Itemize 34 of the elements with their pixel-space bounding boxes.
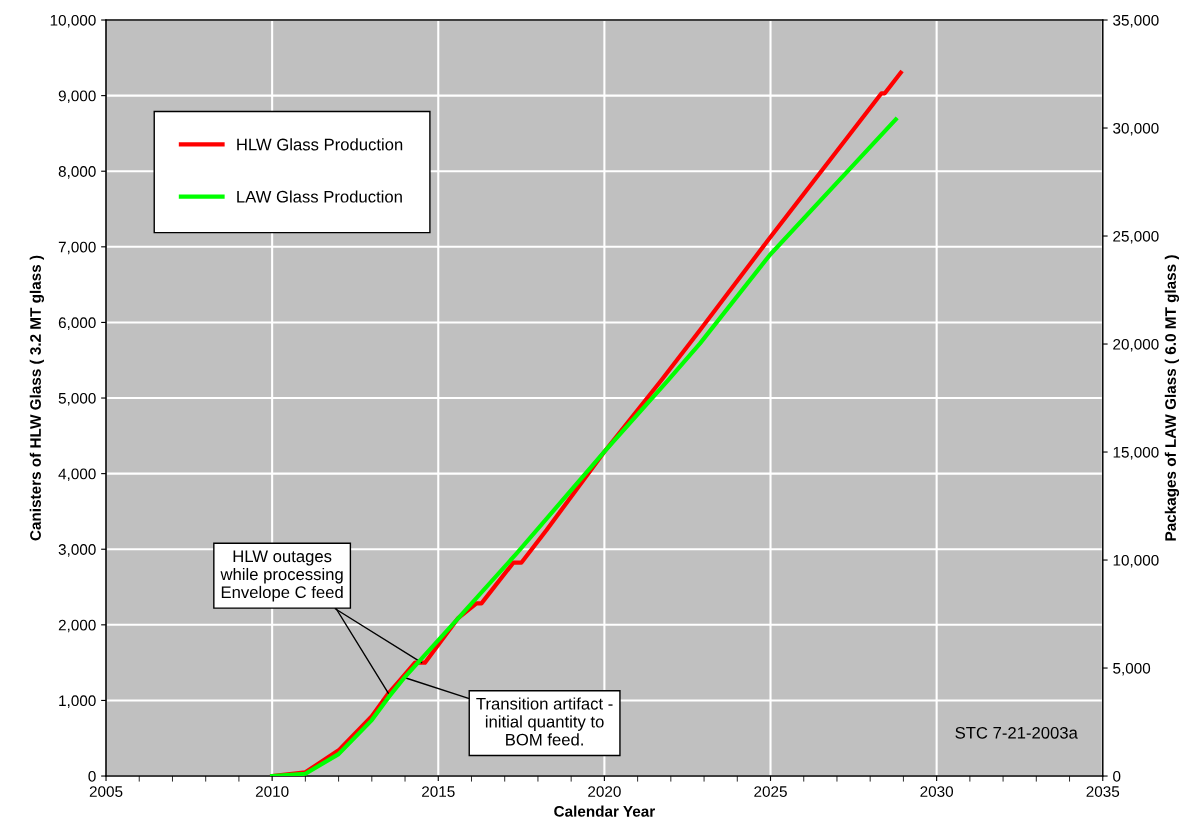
x-tick-label: 2035 bbox=[1086, 786, 1120, 797]
annotation: Transition artifact - initial quantity to BOM feed. bbox=[476, 697, 613, 746]
x-tick-label: 2010 bbox=[255, 786, 289, 797]
y-tick-label: 10,000 bbox=[50, 14, 96, 28]
x-tick-label: 2005 bbox=[89, 786, 123, 797]
x-tick-label: 2030 bbox=[920, 786, 954, 797]
y-tick-label: 6,000 bbox=[58, 317, 96, 330]
y-tick-label: 1,000 bbox=[59, 695, 96, 708]
y2-tick-label: 0 bbox=[1113, 770, 1121, 782]
y2-tick-label: 15,000 bbox=[1113, 446, 1159, 460]
y2-tick-label: 35,000 bbox=[1113, 14, 1159, 28]
y2-tick-label: 20,000 bbox=[1113, 338, 1159, 352]
y2-tick-label: 25,000 bbox=[1113, 230, 1159, 244]
x-tick-label: 2025 bbox=[754, 786, 787, 797]
annotation: HLW outages while processing Envelope C feed bbox=[220, 550, 343, 602]
y-tick-label: 7,000 bbox=[58, 241, 96, 255]
legend-label: LAW Glass Production bbox=[237, 190, 402, 203]
y2-tick-label: 5,000 bbox=[1113, 662, 1151, 676]
legend-label: HLW Glass Production bbox=[237, 138, 403, 151]
y2-axis-title: Packages of LAW Glass ( 6.0 MT glass ) bbox=[1164, 255, 1180, 541]
y-tick-label: 2,000 bbox=[58, 619, 96, 633]
x-tick-label: 2020 bbox=[588, 786, 621, 797]
y-tick-label: 8,000 bbox=[58, 166, 96, 179]
y-tick-label: 9,000 bbox=[58, 90, 96, 104]
y-tick-label: 0 bbox=[88, 770, 96, 782]
y-tick-label: 5,000 bbox=[58, 392, 96, 406]
y-tick-label: 3,000 bbox=[58, 544, 96, 557]
annotation: STC 7-21-2003a bbox=[955, 726, 1078, 739]
y2-tick-label: 30,000 bbox=[1113, 122, 1159, 136]
y-tick-label: 4,000 bbox=[58, 468, 96, 482]
x-axis-title: Calendar Year bbox=[554, 805, 655, 817]
y2-tick-label: 10,000 bbox=[1113, 554, 1159, 568]
y-axis-title: Canisters of HLW Glass ( 3.2 MT glass ) bbox=[29, 255, 45, 541]
x-tick-label: 2015 bbox=[422, 786, 455, 797]
